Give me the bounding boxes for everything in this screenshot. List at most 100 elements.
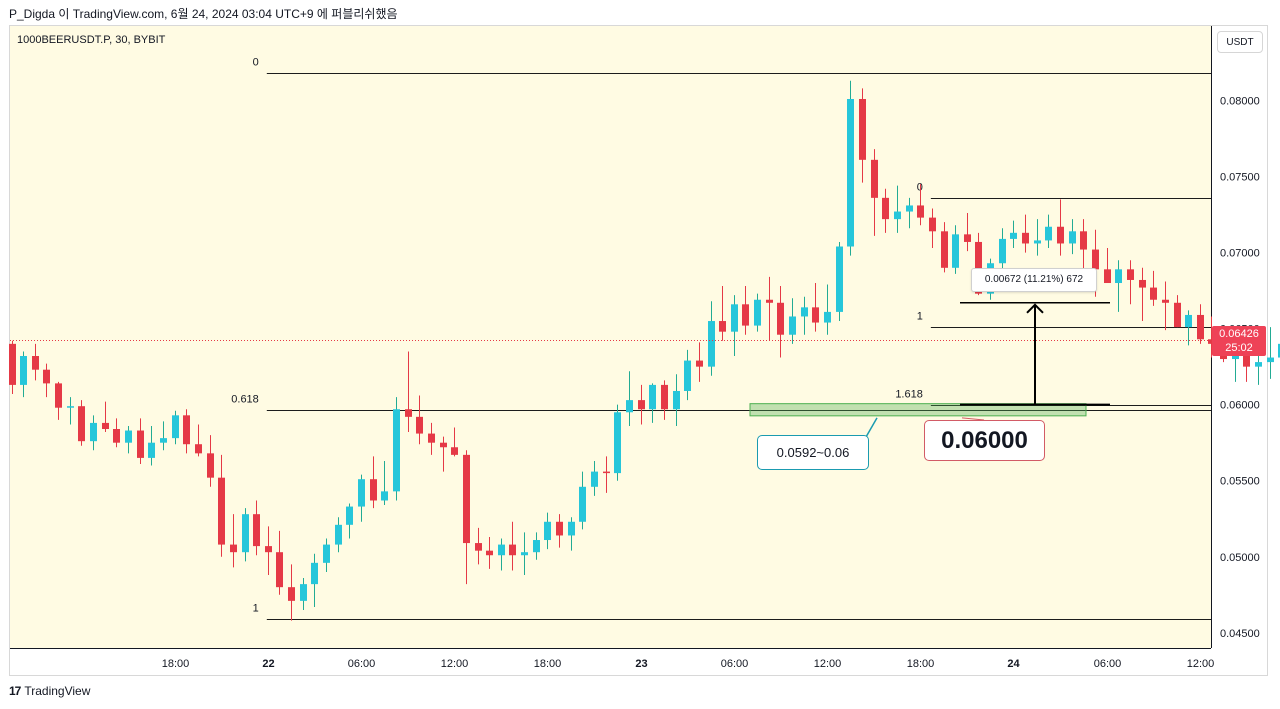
candle-body [288, 587, 295, 601]
candle-body [661, 384, 668, 410]
candle-body [1092, 249, 1099, 270]
candle-body [568, 521, 575, 536]
candle-body [1115, 269, 1122, 284]
candle-body [509, 544, 516, 556]
footer: 17 TradingView [9, 684, 90, 698]
candle-body [871, 159, 878, 198]
candle-body [626, 400, 633, 413]
candle-body [78, 406, 85, 442]
candle-body [638, 400, 645, 410]
candle-body [32, 356, 39, 370]
candle-body [929, 217, 936, 232]
candle-body [1057, 226, 1064, 244]
candle-body [719, 321, 726, 332]
candle-body [975, 241, 982, 294]
candle-body [603, 471, 610, 474]
candle-body [673, 390, 680, 410]
candle-body [90, 422, 97, 442]
target-callout-pointer [961, 417, 985, 421]
candle-body [1243, 356, 1250, 367]
candle-body [195, 444, 202, 454]
time-tick-label: 18:00 [534, 658, 562, 670]
candle-body [498, 544, 505, 556]
measure-tool [960, 302, 1110, 406]
price-tick-label: 0.07000 [1220, 248, 1260, 260]
candle-body [1080, 231, 1087, 250]
candle-body [358, 479, 365, 507]
candle-body [882, 197, 889, 220]
candle-body [801, 307, 808, 317]
candle-body [416, 416, 423, 434]
candle-body [381, 491, 388, 501]
axis-separators [10, 26, 1212, 649]
candle-body [1197, 314, 1204, 340]
candle-body [1162, 299, 1169, 303]
candle-body [1034, 240, 1041, 244]
candle-body [183, 415, 190, 445]
brand-name: TradingView [24, 684, 91, 698]
candle-body [894, 211, 901, 220]
candle-body [696, 360, 703, 367]
candle-body [440, 442, 447, 448]
candle-body [906, 205, 913, 212]
support-zone [749, 403, 1087, 438]
candle-body [1022, 232, 1029, 244]
candle-body [1278, 343, 1280, 358]
candle-body [451, 447, 458, 455]
candle-body [1139, 279, 1146, 288]
candle-body [475, 543, 482, 551]
currency-selector[interactable]: USDT [1217, 31, 1263, 53]
time-tick-label: 06:00 [348, 658, 376, 670]
candle-body [579, 486, 586, 522]
candle-body [311, 562, 318, 585]
candle-body [1069, 231, 1076, 244]
candle-body [544, 521, 551, 541]
candle-body [160, 438, 167, 443]
candle-body [754, 299, 761, 326]
candle-body [742, 304, 749, 326]
candle-body [1255, 362, 1262, 367]
time-tick-label: 06:00 [721, 658, 749, 670]
candle-body [1232, 356, 1239, 360]
candle-body [207, 453, 214, 478]
price-tick-label: 0.07500 [1220, 172, 1260, 184]
candle-body [824, 311, 831, 323]
candle-body [1208, 339, 1215, 344]
time-axis[interactable] [10, 649, 1211, 675]
plot-area[interactable] [10, 26, 1211, 648]
candle-body [148, 442, 155, 458]
candle-body [917, 205, 924, 218]
candle-body [67, 406, 74, 408]
candle-body [859, 98, 866, 160]
candle-body [1150, 287, 1157, 300]
candle-body [370, 479, 377, 501]
candle-body [952, 234, 959, 268]
candle-body [137, 430, 144, 458]
time-tick-label: 12:00 [441, 658, 469, 670]
candle-body [964, 234, 971, 242]
candle-body [113, 429, 120, 443]
candle-body [766, 299, 773, 303]
candle-body [1267, 357, 1274, 363]
candle-body [393, 409, 400, 492]
candle-body [649, 384, 656, 410]
support-zone-box [749, 403, 1087, 417]
candle-body [265, 546, 272, 553]
time-tick-label: 22 [262, 658, 274, 670]
candle-body [335, 524, 342, 545]
zone-callout[interactable]: 0.0592~0.06 [757, 435, 869, 470]
fib-level-label: 1 [253, 603, 259, 615]
bar-countdown: 25:02 [1225, 342, 1253, 354]
candle-body [9, 343, 16, 385]
candle-body [242, 514, 249, 553]
zone-callout-pointer [865, 417, 878, 438]
candle-body [533, 540, 540, 553]
candle-body [521, 552, 528, 556]
candle-body [172, 415, 179, 439]
price-tick-label: 0.05500 [1220, 476, 1260, 488]
target-price-callout[interactable]: 0.06000 [924, 420, 1045, 461]
candle-body [999, 238, 1006, 264]
candle-body [777, 302, 784, 335]
time-tick-label: 23 [635, 658, 647, 670]
